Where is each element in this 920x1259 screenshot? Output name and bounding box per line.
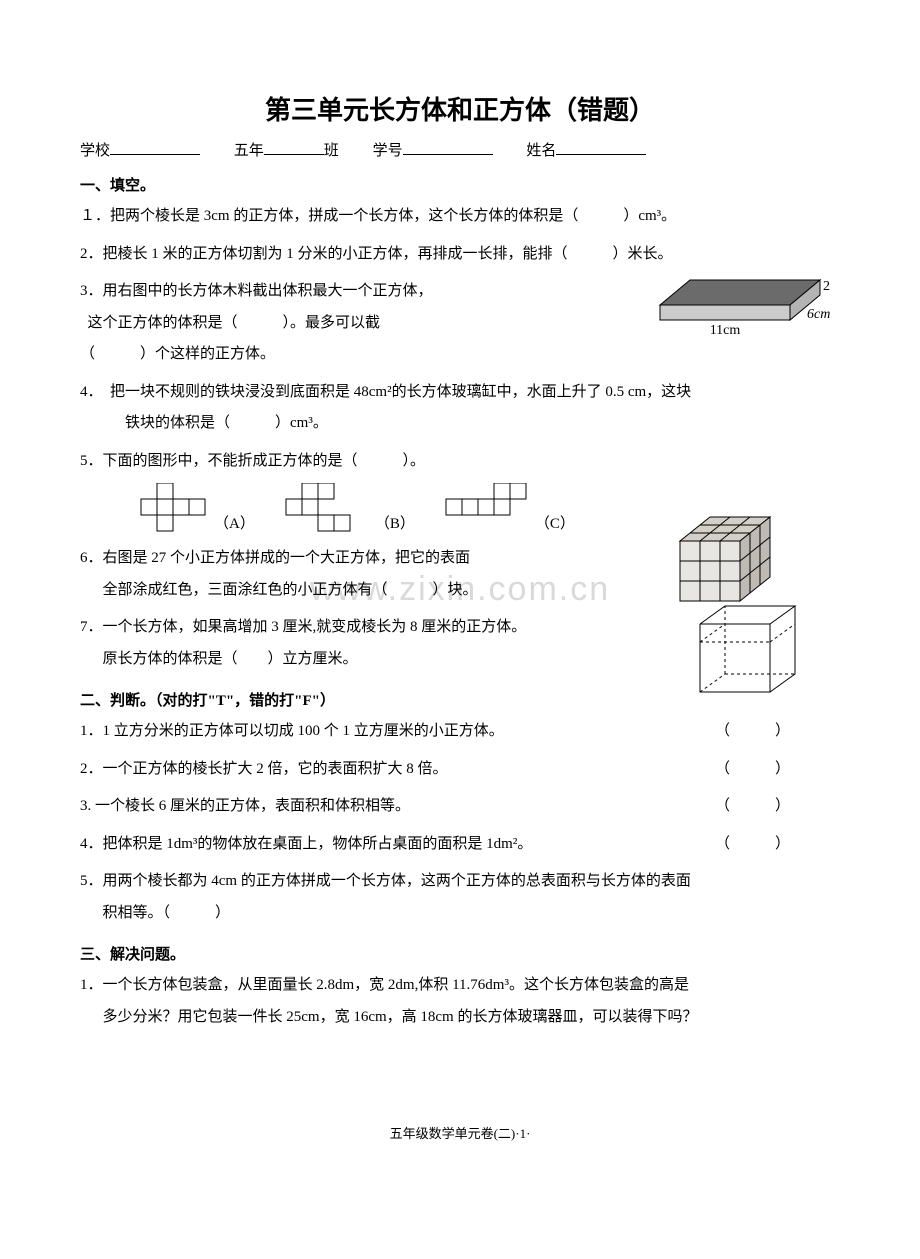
question-5: 5．下面的图形中，不能折成正方体的是（ ）。 (80, 446, 840, 478)
net-b-label: （B） (375, 512, 415, 533)
name-label: 姓名 (526, 143, 556, 159)
header-fields: 学校 五年 班 学号 姓名 (80, 139, 840, 160)
p1-line1: 1．一个长方体包装盒，从里面量长 2.8dm，宽 2dm,体积 11.76dm³… (80, 977, 689, 993)
j4-text: 4．把体积是 1dm³的物体放在桌面上，物体所占桌面的面积是 1dm²。 (80, 836, 532, 852)
judge-2: 2．一个正方体的棱长扩大 2 倍，它的表面积扩大 8 倍。 （ ） (80, 754, 840, 786)
dim-height: 2cm (823, 279, 830, 294)
dim-width: 6cm (807, 307, 830, 322)
j3-text: 3. 一个棱长 6 厘米的正方体，表面积和体积相等。 (80, 798, 410, 814)
net-c-svg (445, 483, 529, 533)
id-blank (403, 140, 493, 155)
q4-line2: 铁块的体积是（ ）cm³。 (80, 415, 328, 431)
net-c-label: （C） (535, 512, 575, 533)
judge-3: 3. 一个棱长 6 厘米的正方体，表面积和体积相等。 （ ） (80, 791, 840, 823)
judge-1: 1．1 立方分米的正方体可以切成 100 个 1 立方厘米的小正方体。 （ ） (80, 716, 840, 748)
j1-paren: （ ） (715, 716, 790, 748)
q6-line2: 全部涂成红色，三面涂红色的小正方体有（ ）块。 (80, 582, 478, 598)
grade-label: 五年 (234, 143, 264, 159)
cube-27-figure (670, 513, 780, 613)
j5-text2: 积相等。（ ） (80, 905, 230, 921)
school-label: 学校 (80, 143, 110, 159)
problem-1: 1．一个长方体包装盒，从里面量长 2.8dm，宽 2dm,体积 11.76dm³… (80, 970, 840, 1033)
question-6: 6．右图是 27 个小正方体拼成的一个大正方体，把它的表面 全部涂成红色，三面涂… (80, 543, 840, 606)
j3-paren: （ ） (715, 791, 790, 823)
q3-line1: 3．用右图中的长方体木料截出体积最大一个正方体， (80, 283, 433, 299)
school-blank (110, 140, 200, 155)
section-3-head: 三、解决问题。 (80, 943, 840, 964)
question-2: 2．把棱长 1 米的正方体切割为 1 分米的小正方体，再排成一长排，能排（ ）米… (80, 239, 840, 271)
judge-5: 5．用两个棱长都为 4cm 的正方体拼成一个长方体，这两个正方体的总表面积与长方… (80, 866, 840, 929)
q6-line1: 6．右图是 27 个小正方体拼成的一个大正方体，把它的表面 (80, 550, 470, 566)
question-1: １．把两个棱长是 3cm 的正方体，拼成一个长方体，这个长方体的体积是（ ）cm… (80, 201, 840, 233)
j4-paren: （ ） (715, 829, 790, 861)
q4-line1: 4． 把一块不规则的铁块浸没到底面积是 48cm²的长方体玻璃缸中，水面上升了 … (80, 384, 691, 400)
id-label: 学号 (373, 143, 403, 159)
page-content: 第三单元长方体和正方体（错题） 学校 五年 班 学号 姓名 一、填空。 １．把两个… (80, 90, 840, 1033)
question-3: 3．用右图中的长方体木料截出体积最大一个正方体， 这个正方体的体积是（ ）。最多… (80, 276, 840, 371)
j1-text: 1．1 立方分米的正方体可以切成 100 个 1 立方厘米的小正方体。 (80, 723, 504, 739)
q7-line1: 7．一个长方体，如果高增加 3 厘米,就变成棱长为 8 厘米的正方体。 (80, 619, 526, 635)
j2-paren: （ ） (715, 754, 790, 786)
net-a: （A） (140, 483, 255, 533)
question-7: 7．一个长方体，如果高增加 3 厘米,就变成棱长为 8 厘米的正方体。 原长方体… (80, 612, 840, 675)
j5-text1: 5．用两个棱长都为 4cm 的正方体拼成一个长方体，这两个正方体的总表面积与长方… (80, 873, 691, 889)
dim-length: 11cm (710, 323, 741, 338)
class-blank (264, 140, 324, 155)
q3-line2: 这个正方体的体积是（ ）。最多可以截 (80, 315, 380, 331)
name-blank (556, 140, 646, 155)
judge-4: 4．把体积是 1dm³的物体放在桌面上，物体所占桌面的面积是 1dm²。 （ ） (80, 829, 840, 861)
q3-line3: （ ）个这样的正方体。 (80, 346, 275, 362)
class-label: 班 (324, 143, 339, 159)
page-footer: 五年级数学单元卷(二)·1· (80, 1123, 840, 1142)
net-b-svg (285, 483, 369, 533)
net-a-svg (140, 483, 208, 533)
j2-text: 2．一个正方体的棱长扩大 2 倍，它的表面积扩大 8 倍。 (80, 761, 448, 777)
net-a-label: （A） (214, 512, 255, 533)
p1-line2: 多少分米？用它包装一件长 25cm，宽 16cm，高 18cm 的长方体玻璃器皿… (80, 1009, 697, 1025)
q7-line2: 原长方体的体积是（ ）立方厘米。 (80, 651, 358, 667)
net-c: （C） (445, 483, 575, 533)
section-1-head: 一、填空。 (80, 174, 840, 195)
page-title: 第三单元长方体和正方体（错题） (80, 90, 840, 127)
wood-block-figure: 11cm 6cm 2cm (640, 270, 830, 340)
cuboid-dash-figure (690, 602, 810, 702)
question-4: 4． 把一块不规则的铁块浸没到底面积是 48cm²的长方体玻璃缸中，水面上升了 … (80, 377, 840, 440)
net-b: （B） (285, 483, 415, 533)
